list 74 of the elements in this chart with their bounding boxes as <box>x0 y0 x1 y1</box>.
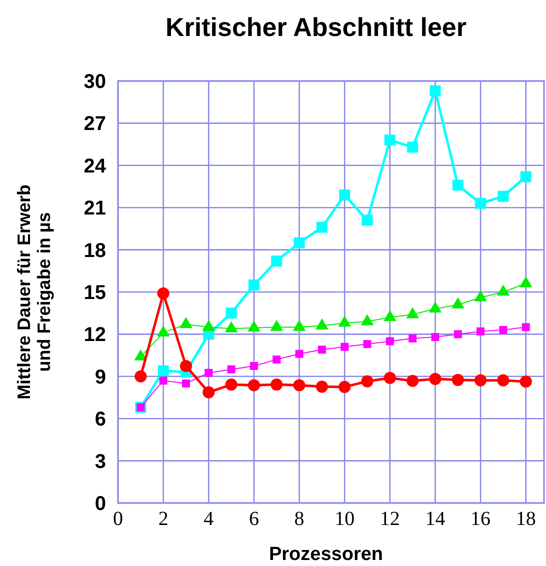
point <box>180 360 192 372</box>
y-tick-label: 9 <box>94 366 106 388</box>
y-tick-label: 3 <box>94 450 106 473</box>
point <box>157 287 170 300</box>
point <box>431 333 440 342</box>
point <box>384 134 396 146</box>
y-tick-label: 12 <box>84 324 106 346</box>
point <box>248 279 260 290</box>
point <box>407 142 418 153</box>
point <box>293 379 306 392</box>
x-tick-label: 0 <box>113 508 123 530</box>
x-tick-label: 18 <box>516 508 536 530</box>
point <box>474 374 487 386</box>
point <box>248 379 260 392</box>
point <box>430 85 441 96</box>
point <box>429 372 442 385</box>
point <box>452 180 464 191</box>
point <box>204 368 213 377</box>
point <box>454 330 462 338</box>
point <box>406 374 419 387</box>
point <box>272 356 281 364</box>
y-tick-label: 6 <box>94 408 106 431</box>
point <box>158 365 169 376</box>
x-tick-label: 10 <box>334 508 355 530</box>
x-tick-label: 14 <box>425 508 446 530</box>
x-tick-label: 8 <box>294 508 304 530</box>
chart-title: Kritischer Abschnitt leer <box>165 12 467 42</box>
x-tick-label: 16 <box>470 508 491 530</box>
y-tick-label: 18 <box>84 240 106 262</box>
point <box>499 326 508 334</box>
point <box>339 189 350 200</box>
y-tick-label: 0 <box>94 493 106 515</box>
point <box>386 337 394 346</box>
point <box>476 327 485 336</box>
x-tick-label: 2 <box>158 508 168 530</box>
point <box>294 237 305 248</box>
point <box>522 323 530 332</box>
point <box>338 380 351 393</box>
point <box>202 386 215 398</box>
point <box>159 376 168 385</box>
y-tick-label: 15 <box>84 282 106 304</box>
y-tick-label: 30 <box>84 71 106 93</box>
point <box>498 190 509 202</box>
y-tick-label: 27 <box>84 113 106 136</box>
point <box>362 214 373 226</box>
point <box>316 222 328 233</box>
point <box>227 365 236 374</box>
point <box>384 372 396 384</box>
x-tick-label: 6 <box>248 508 259 530</box>
point <box>250 362 258 370</box>
point <box>520 376 532 388</box>
x-tick-label: 4 <box>204 508 214 530</box>
y-tick-label: 21 <box>84 198 106 220</box>
point <box>270 378 283 391</box>
x-axis-title: Prozessoren <box>268 544 384 565</box>
point <box>408 334 417 342</box>
point <box>340 342 349 351</box>
point <box>134 370 147 382</box>
point <box>226 308 237 319</box>
y-axis-title: Mittlere Dauer für Erwerb und Freigabe in µs <box>14 184 54 400</box>
x-tick-label: 12 <box>380 508 400 530</box>
point <box>295 350 304 358</box>
point <box>361 375 374 388</box>
point <box>316 380 328 393</box>
y-tick-label: 24 <box>84 155 107 178</box>
point <box>225 378 238 391</box>
point <box>475 198 486 209</box>
point <box>520 171 532 182</box>
point <box>363 340 372 348</box>
point <box>271 256 282 267</box>
point <box>497 374 510 386</box>
point <box>452 374 464 386</box>
point <box>182 379 190 388</box>
point <box>318 346 326 354</box>
